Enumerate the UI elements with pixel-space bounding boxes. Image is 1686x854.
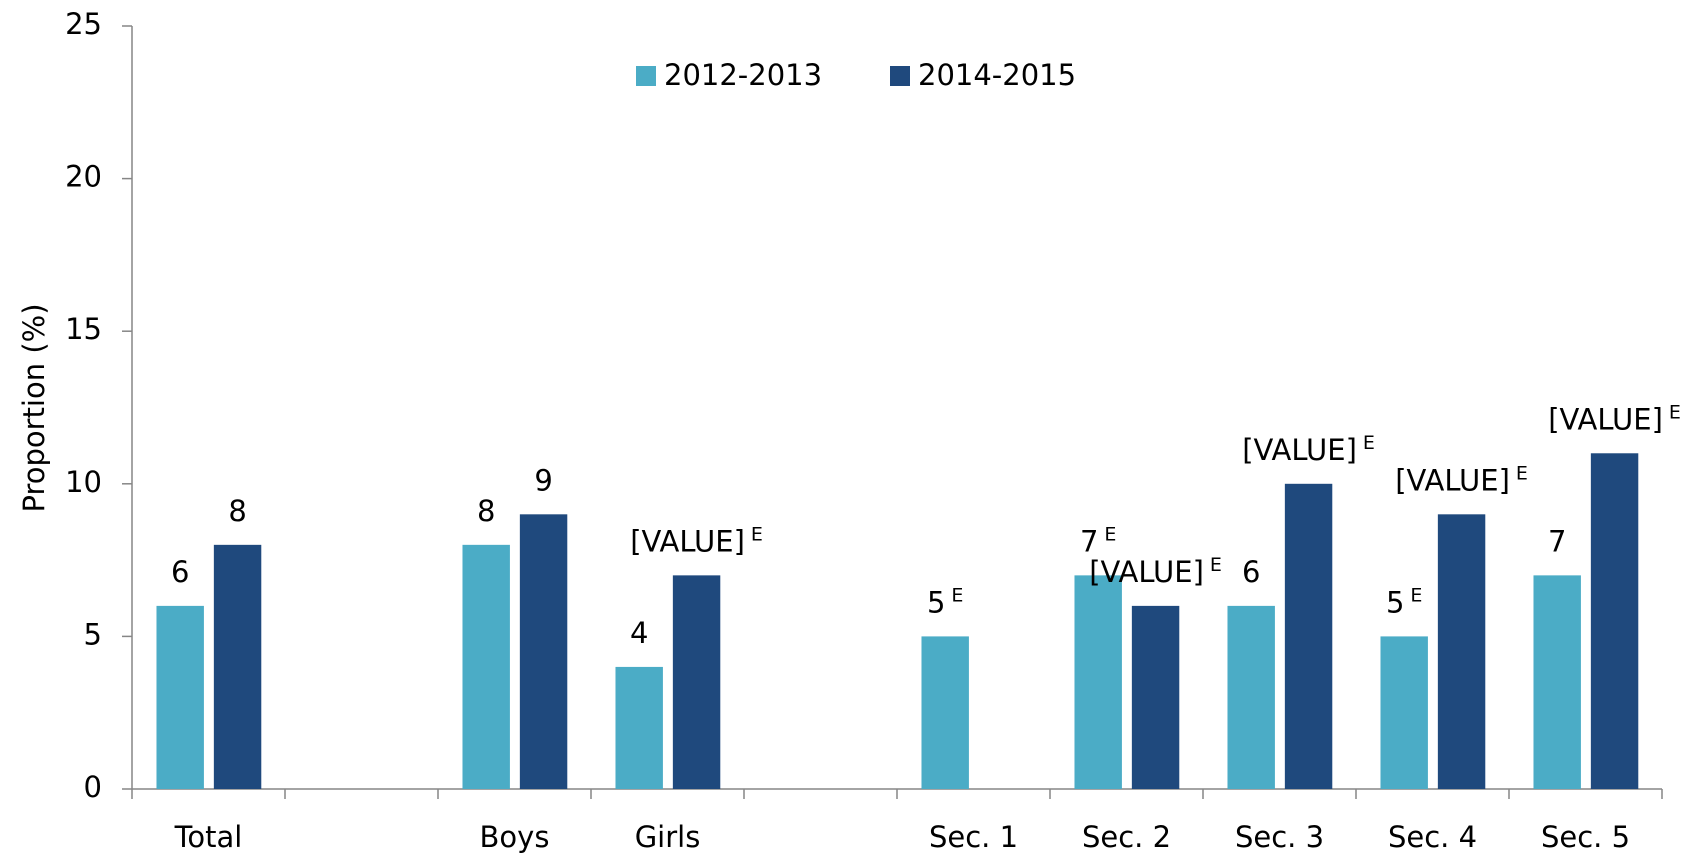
- x-tick-label: Sec. 4: [1388, 820, 1477, 854]
- y-tick-label: 20: [65, 160, 102, 194]
- bar: [1533, 575, 1581, 789]
- y-tick-label: 15: [65, 312, 102, 346]
- data-label-note: E: [951, 584, 963, 606]
- data-label: [VALUE] E: [630, 523, 763, 559]
- data-label-value: 5: [1386, 585, 1404, 619]
- data-label-value: 7: [1080, 524, 1098, 558]
- x-tick-label: Girls: [635, 820, 701, 854]
- data-label-note: E: [751, 523, 763, 545]
- data-label-value: 7: [1548, 524, 1566, 558]
- y-tick-label: 0: [84, 770, 102, 804]
- bar: [1074, 575, 1122, 789]
- bar: [1227, 605, 1275, 789]
- data-label-value: 9: [534, 463, 552, 497]
- bar: [672, 575, 721, 789]
- data-label-value: 5: [927, 585, 945, 619]
- data-label-value: [VALUE]: [630, 524, 745, 558]
- data-label: [VALUE] E: [1242, 431, 1375, 467]
- data-label-note: E: [1669, 401, 1681, 423]
- data-label: 9: [534, 463, 552, 497]
- data-label: 7: [1548, 524, 1566, 558]
- legend-swatch: [890, 66, 910, 86]
- bar: [1131, 605, 1180, 789]
- data-label: 6: [1242, 555, 1260, 589]
- bar: [213, 544, 262, 789]
- bar: [1437, 514, 1486, 789]
- data-label: [VALUE] E: [1395, 462, 1528, 498]
- data-label: 4: [630, 616, 648, 650]
- data-label: 8: [477, 494, 495, 528]
- data-label: 8: [228, 494, 246, 528]
- x-tick-label: Sec. 2: [1082, 820, 1171, 854]
- data-label-value: 8: [477, 494, 495, 528]
- data-label-note: E: [1104, 523, 1116, 545]
- x-tick-label: Total: [174, 820, 243, 854]
- x-tick-label: Boys: [480, 820, 550, 854]
- bar: [921, 636, 969, 789]
- legend-label: 2014-2015: [918, 58, 1076, 92]
- data-label-note: E: [1410, 584, 1422, 606]
- data-label-note: E: [1210, 553, 1222, 575]
- data-label-value: [VALUE]: [1089, 555, 1204, 589]
- data-label-value: 6: [1242, 555, 1260, 589]
- legend-label: 2012-2013: [664, 58, 822, 92]
- bar: [462, 544, 510, 789]
- data-label: [VALUE] E: [1548, 401, 1681, 437]
- data-label-value: [VALUE]: [1395, 463, 1510, 497]
- data-label-value: [VALUE]: [1548, 402, 1663, 436]
- y-tick-label: 25: [65, 7, 102, 41]
- y-tick-label: 10: [65, 465, 102, 499]
- data-label: [VALUE] E: [1089, 553, 1222, 589]
- bar: [156, 605, 204, 789]
- data-label-value: [VALUE]: [1242, 433, 1357, 467]
- data-label-value: 6: [171, 555, 189, 589]
- data-label: 6: [171, 555, 189, 589]
- bar: [519, 514, 568, 789]
- bar: [1284, 483, 1333, 789]
- data-label-note: E: [1363, 431, 1375, 453]
- bar: [1590, 453, 1639, 789]
- data-label-value: 4: [630, 616, 648, 650]
- bar: [615, 666, 663, 789]
- x-tick-label: Sec. 5: [1541, 820, 1630, 854]
- legend-swatch: [636, 66, 656, 86]
- bar: [1380, 636, 1428, 789]
- data-label-note: E: [1516, 462, 1528, 484]
- x-tick-label: Sec. 1: [929, 820, 1018, 854]
- data-label-value: 8: [228, 494, 246, 528]
- y-axis-label: Proportion (%): [17, 303, 51, 512]
- y-tick-label: 5: [84, 617, 102, 651]
- x-tick-label: Sec. 3: [1235, 820, 1324, 854]
